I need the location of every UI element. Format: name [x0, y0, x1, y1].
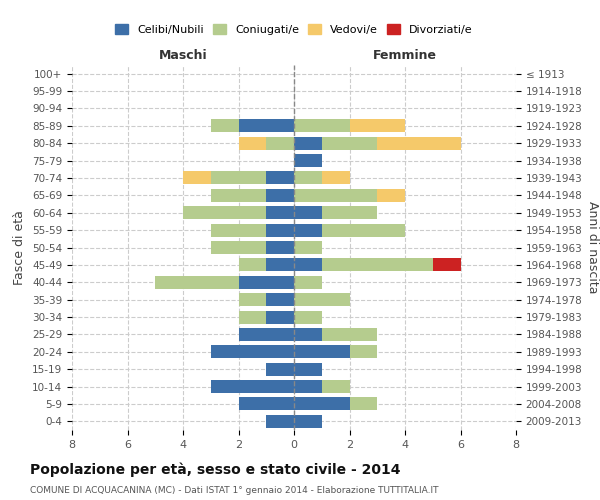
Bar: [322, 136, 377, 149]
Bar: [183, 172, 211, 184]
Bar: [211, 189, 266, 202]
Bar: [266, 172, 294, 184]
Legend: Celibi/Nubili, Coniugati/e, Vedovi/e, Divorziati/e: Celibi/Nubili, Coniugati/e, Vedovi/e, Di…: [111, 20, 477, 39]
Bar: [294, 310, 322, 324]
Bar: [322, 206, 377, 220]
Bar: [239, 293, 266, 306]
Bar: [294, 136, 322, 149]
Bar: [211, 120, 239, 132]
Text: Maschi: Maschi: [158, 50, 208, 62]
Bar: [377, 136, 461, 149]
Bar: [294, 241, 322, 254]
Bar: [349, 120, 405, 132]
Bar: [294, 206, 322, 220]
Bar: [349, 398, 377, 410]
Bar: [322, 258, 433, 272]
Bar: [294, 172, 322, 184]
Bar: [266, 136, 294, 149]
Bar: [266, 258, 294, 272]
Bar: [211, 172, 266, 184]
Bar: [239, 276, 294, 289]
Bar: [266, 310, 294, 324]
Bar: [155, 276, 239, 289]
Bar: [294, 154, 322, 167]
Bar: [294, 380, 322, 393]
Bar: [377, 189, 405, 202]
Bar: [322, 380, 349, 393]
Bar: [239, 120, 294, 132]
Bar: [239, 398, 294, 410]
Bar: [433, 258, 461, 272]
Bar: [294, 398, 349, 410]
Bar: [239, 310, 266, 324]
Bar: [211, 380, 294, 393]
Bar: [239, 328, 294, 341]
Bar: [322, 328, 377, 341]
Bar: [266, 293, 294, 306]
Bar: [294, 120, 349, 132]
Bar: [294, 224, 322, 236]
Bar: [322, 224, 405, 236]
Bar: [266, 224, 294, 236]
Text: COMUNE DI ACQUACANINA (MC) - Dati ISTAT 1° gennaio 2014 - Elaborazione TUTTITALI: COMUNE DI ACQUACANINA (MC) - Dati ISTAT …: [30, 486, 439, 495]
Bar: [266, 362, 294, 376]
Bar: [294, 189, 377, 202]
Bar: [294, 346, 349, 358]
Y-axis label: Anni di nascita: Anni di nascita: [586, 201, 599, 294]
Y-axis label: Fasce di età: Fasce di età: [13, 210, 26, 285]
Bar: [349, 346, 377, 358]
Bar: [211, 241, 266, 254]
Bar: [266, 206, 294, 220]
Bar: [294, 328, 322, 341]
Bar: [211, 224, 266, 236]
Bar: [183, 206, 266, 220]
Bar: [322, 172, 349, 184]
Bar: [266, 189, 294, 202]
Bar: [239, 136, 266, 149]
Bar: [294, 258, 322, 272]
Bar: [266, 415, 294, 428]
Bar: [294, 293, 349, 306]
Bar: [239, 258, 266, 272]
Bar: [294, 415, 322, 428]
Text: Femmine: Femmine: [373, 50, 437, 62]
Text: Popolazione per età, sesso e stato civile - 2014: Popolazione per età, sesso e stato civil…: [30, 462, 401, 477]
Bar: [294, 362, 322, 376]
Bar: [294, 276, 322, 289]
Bar: [266, 241, 294, 254]
Bar: [211, 346, 294, 358]
